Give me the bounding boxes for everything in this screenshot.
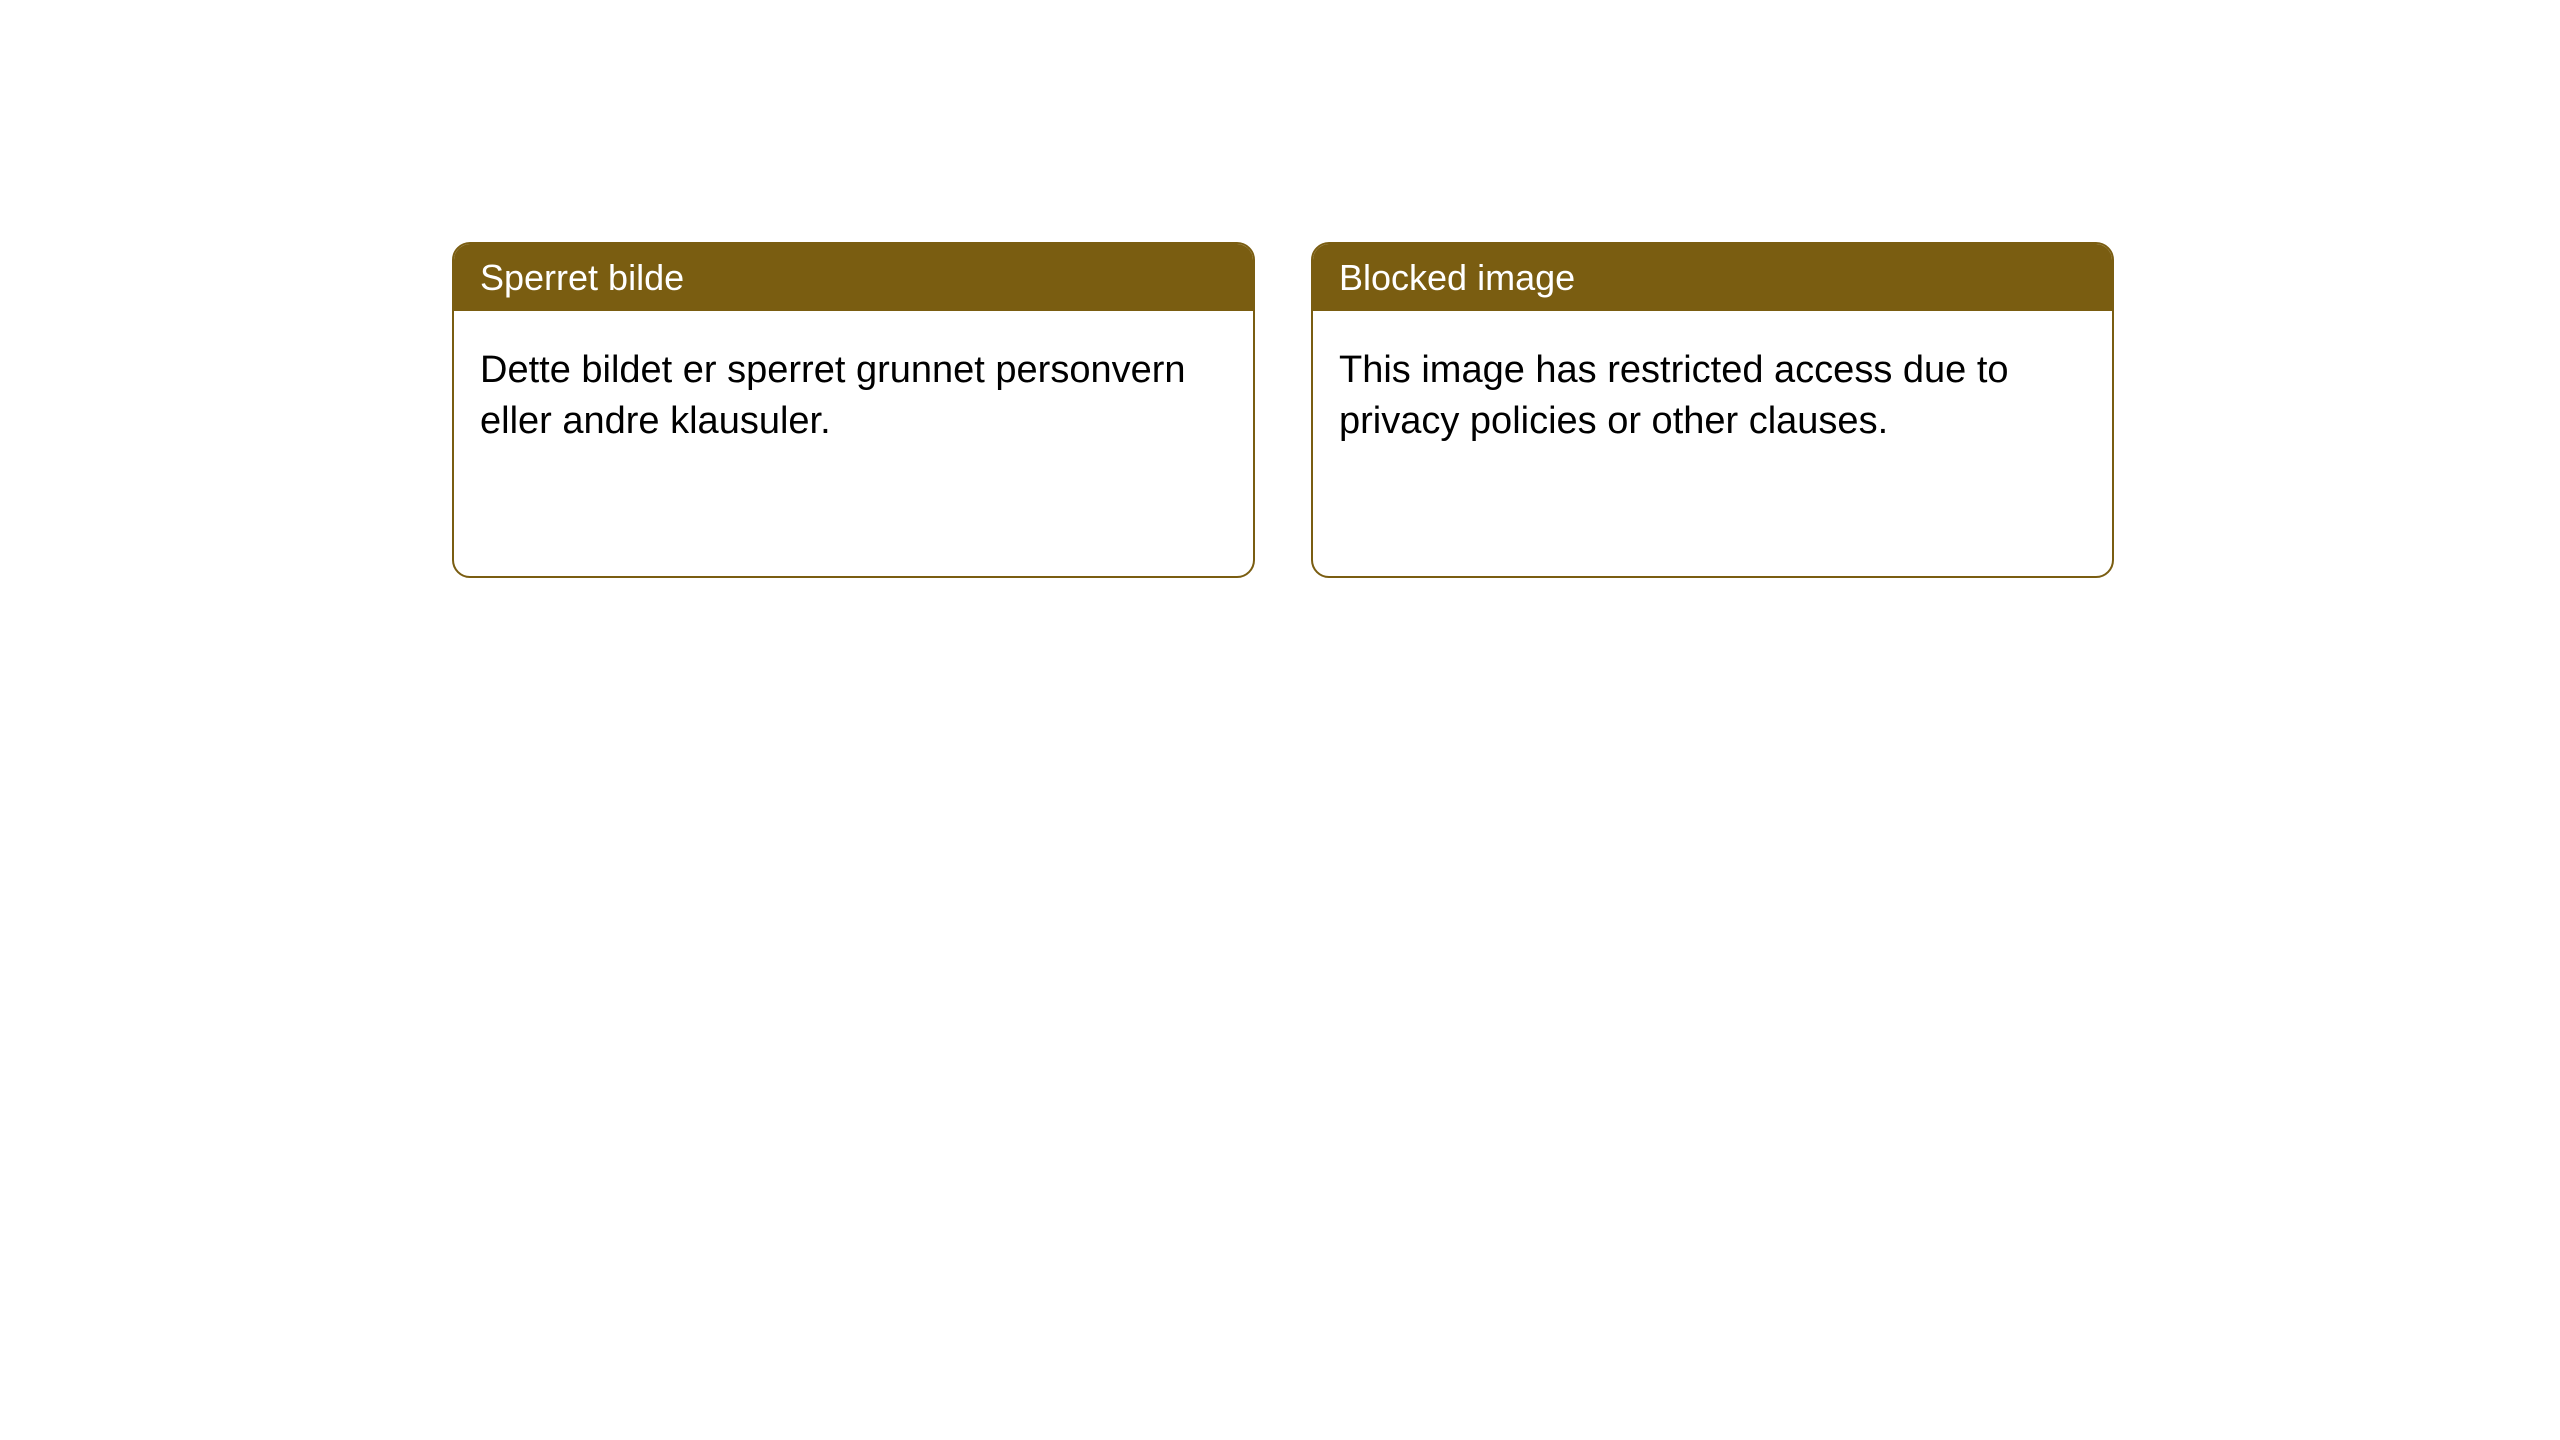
card-title: Blocked image — [1313, 244, 2112, 311]
blocked-image-card-norwegian: Sperret bilde Dette bildet er sperret gr… — [452, 242, 1255, 578]
blocked-image-cards: Sperret bilde Dette bildet er sperret gr… — [452, 242, 2114, 578]
card-body: Dette bildet er sperret grunnet personve… — [454, 311, 1253, 482]
card-body: This image has restricted access due to … — [1313, 311, 2112, 482]
blocked-image-card-english: Blocked image This image has restricted … — [1311, 242, 2114, 578]
card-title: Sperret bilde — [454, 244, 1253, 311]
